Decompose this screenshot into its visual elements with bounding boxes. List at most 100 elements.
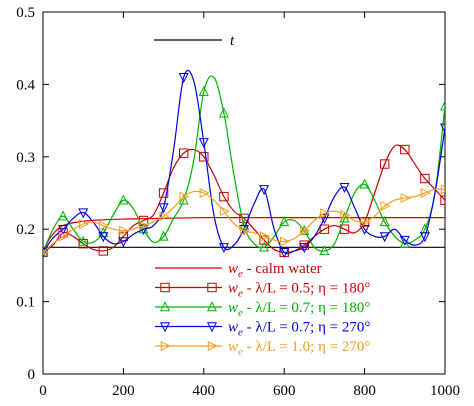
series-layer [43, 69, 445, 259]
y-tick-label: 0.5 [16, 5, 35, 21]
x-tick-label: 800 [353, 383, 376, 399]
legend-label: we - λ/L = 0.5; η = 180° [228, 281, 370, 300]
series-point [219, 206, 230, 217]
series-point [380, 201, 391, 212]
legend-marker [207, 282, 217, 293]
x-tick-label: 600 [273, 383, 296, 399]
series-point [118, 194, 129, 205]
top-legend: t [154, 33, 235, 49]
x-tick-label: 200 [112, 383, 135, 399]
legend-marker [160, 282, 170, 293]
series-point [399, 235, 410, 246]
series-point [400, 144, 410, 155]
series-point [43, 249, 49, 256]
series-point [379, 216, 390, 227]
series-point [179, 191, 190, 202]
series-point [199, 187, 210, 199]
series-point [78, 208, 89, 219]
series-point [380, 159, 390, 169]
series-point [299, 240, 310, 250]
series-point [99, 220, 110, 231]
legend-label: we - λ/L = 0.7; η = 270° [228, 320, 370, 339]
series-point [179, 148, 189, 158]
series-point [98, 246, 108, 256]
legend-marker [159, 322, 171, 333]
series-point [158, 230, 169, 241]
series-point [79, 219, 90, 230]
series-point [420, 187, 431, 199]
series-point [359, 178, 370, 189]
series-point [218, 107, 229, 118]
series-point [78, 235, 89, 246]
series-point [43, 248, 49, 259]
series-point [58, 231, 69, 242]
y-tick-label: 0.1 [16, 295, 35, 311]
series-point [139, 220, 150, 231]
series-point [259, 231, 270, 242]
series-point [58, 210, 69, 221]
series-point [219, 191, 229, 202]
series-point [399, 237, 410, 248]
series-point [280, 236, 291, 247]
series-point [119, 225, 130, 236]
series-point [279, 216, 290, 227]
series-point [98, 232, 109, 243]
legend-marker [160, 340, 171, 352]
series-point [300, 225, 311, 236]
series-point [319, 214, 330, 225]
legend-marker [206, 322, 218, 333]
plot-frame [42, 11, 446, 375]
series-point [319, 245, 330, 256]
series-point [299, 224, 310, 235]
series-point [400, 193, 411, 204]
series-point [360, 216, 371, 227]
series-point [339, 183, 350, 194]
legend-marker [159, 301, 171, 312]
top-legend-label: t [230, 33, 235, 49]
y-tick-label: 0 [28, 367, 36, 383]
series-point [440, 184, 445, 195]
series-point [440, 195, 445, 205]
series-point [198, 85, 209, 96]
y-tick-label: 0.2 [16, 222, 35, 238]
axis-ticks: 0 200 400 600 800 1000 0 0.1 0.2 0.3 0.4 0.5 [16, 5, 460, 399]
series-point [198, 138, 209, 149]
series-point [340, 209, 351, 220]
series-point [419, 232, 430, 243]
y-tick-label: 0.4 [16, 77, 35, 93]
series-point [259, 241, 270, 252]
series-point [379, 232, 390, 243]
series-1 [43, 144, 445, 258]
series-point [239, 225, 250, 236]
series-line [43, 188, 445, 253]
series-point [158, 188, 169, 198]
series-point [58, 225, 69, 236]
series-point [420, 173, 430, 184]
legend-marker [207, 340, 218, 352]
series-point [439, 100, 445, 111]
x-tick-label: 400 [193, 383, 216, 399]
series-point [320, 208, 331, 219]
series-point [218, 243, 229, 254]
legend-label: we - calm water [228, 261, 322, 280]
series-line [43, 144, 445, 254]
series-point [159, 211, 170, 222]
series-3 [43, 69, 445, 259]
series-point [118, 237, 129, 248]
series-point [118, 231, 129, 242]
series-point [359, 225, 370, 236]
series-point [158, 203, 169, 214]
x-tick-label: 1000 [430, 383, 460, 399]
legend-marker [206, 301, 218, 312]
legend-label: we - λ/L = 0.7; η = 180° [228, 300, 370, 319]
series-point [259, 185, 270, 196]
series-point [178, 72, 189, 83]
series-point [299, 243, 310, 254]
y-tick-label: 0.3 [16, 150, 35, 166]
series-point [199, 152, 209, 162]
series-point [319, 224, 330, 234]
series-line [43, 69, 445, 255]
series-point [439, 123, 445, 134]
